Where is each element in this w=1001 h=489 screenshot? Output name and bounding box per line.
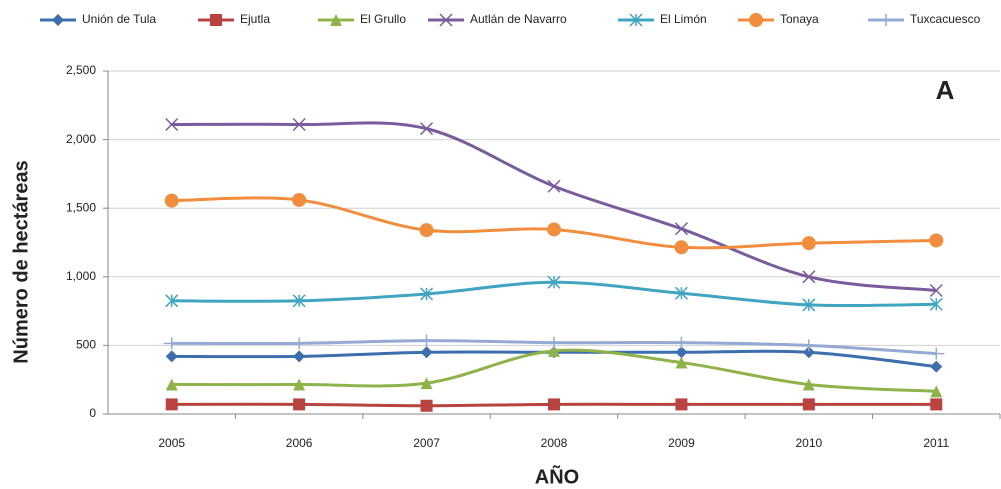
- legend-label: Unión de Tula: [82, 12, 156, 26]
- marker: [675, 356, 688, 369]
- marker: [165, 378, 178, 391]
- marker: [291, 337, 308, 350]
- legend-item: El Limón: [618, 12, 707, 27]
- x-axis-label: AÑO: [535, 465, 579, 488]
- marker: [930, 360, 943, 373]
- marker: [547, 222, 561, 237]
- series-line: [171, 121, 937, 293]
- legend-item: Tuxcacuesco: [868, 12, 981, 26]
- chart-title: A: [936, 75, 955, 105]
- marker: [547, 179, 561, 193]
- y-tick-label: 2,000: [66, 132, 96, 146]
- marker: [802, 298, 816, 312]
- marker: [418, 334, 435, 347]
- x-tick-label: 2010: [796, 436, 823, 450]
- legend-label: El Limón: [660, 12, 707, 26]
- y-tick-label: 0: [89, 406, 96, 420]
- marker: [420, 122, 434, 136]
- marker: [802, 270, 816, 284]
- legend-label: Tuxcacuesco: [910, 12, 981, 26]
- marker: [52, 14, 64, 26]
- legend-label: Autlán de Navarro: [470, 12, 567, 26]
- marker: [674, 240, 689, 255]
- x-tick-label: 2006: [286, 436, 313, 450]
- x-tick-label: 2007: [413, 436, 440, 450]
- marker: [546, 336, 562, 349]
- legend-item: Unión de Tula: [40, 12, 156, 26]
- marker: [439, 13, 453, 27]
- x-tick-label: 2008: [541, 436, 568, 450]
- marker: [165, 117, 179, 132]
- legend-item: Autlán de Navarro: [428, 12, 567, 27]
- marker: [675, 346, 688, 359]
- marker: [674, 222, 688, 236]
- marker: [930, 398, 943, 411]
- marker: [801, 236, 816, 251]
- marker: [165, 398, 178, 411]
- marker: [928, 347, 945, 360]
- x-tick-label: 2009: [668, 436, 695, 450]
- marker: [165, 294, 179, 308]
- marker: [292, 117, 306, 132]
- marker: [420, 287, 434, 301]
- marker: [292, 294, 306, 308]
- y-tick-label: 1,500: [66, 200, 96, 214]
- y-axis-label: Número de hectáreas: [10, 160, 32, 363]
- marker: [420, 346, 433, 359]
- marker: [293, 350, 306, 363]
- marker: [802, 398, 815, 411]
- marker: [164, 193, 179, 208]
- marker: [293, 378, 306, 391]
- marker: [547, 275, 561, 289]
- legend-item: Ejutla: [198, 12, 270, 26]
- marker: [800, 339, 817, 352]
- marker: [292, 192, 307, 207]
- marker: [165, 350, 178, 363]
- x-tick-label: 2011: [923, 436, 949, 450]
- marker: [420, 377, 433, 390]
- marker: [930, 385, 943, 398]
- x-tick-label: 2005: [158, 436, 185, 450]
- y-tick-label: 500: [76, 338, 96, 352]
- marker: [420, 399, 433, 412]
- marker: [548, 344, 560, 357]
- marker: [749, 13, 763, 27]
- legend-label: Tonaya: [780, 12, 819, 26]
- marker: [419, 223, 434, 238]
- marker: [673, 336, 690, 349]
- marker: [330, 14, 342, 26]
- marker: [878, 14, 894, 26]
- marker: [929, 297, 943, 311]
- marker: [929, 233, 944, 248]
- marker: [802, 378, 815, 391]
- marker: [163, 337, 180, 350]
- marker: [674, 286, 688, 300]
- y-tick-label: 2,500: [66, 63, 96, 77]
- marker: [802, 346, 815, 359]
- y-tick-label: 1,000: [66, 269, 96, 283]
- marker: [548, 398, 560, 411]
- marker: [210, 14, 222, 26]
- legend-label: El Grullo: [360, 12, 406, 26]
- marker: [293, 398, 306, 411]
- legend-label: Ejutla: [240, 12, 270, 26]
- legend-item: Tonaya: [738, 12, 819, 27]
- marker: [929, 283, 943, 298]
- legend-item: El Grullo: [318, 12, 406, 26]
- marker: [675, 398, 688, 411]
- marker: [629, 13, 643, 27]
